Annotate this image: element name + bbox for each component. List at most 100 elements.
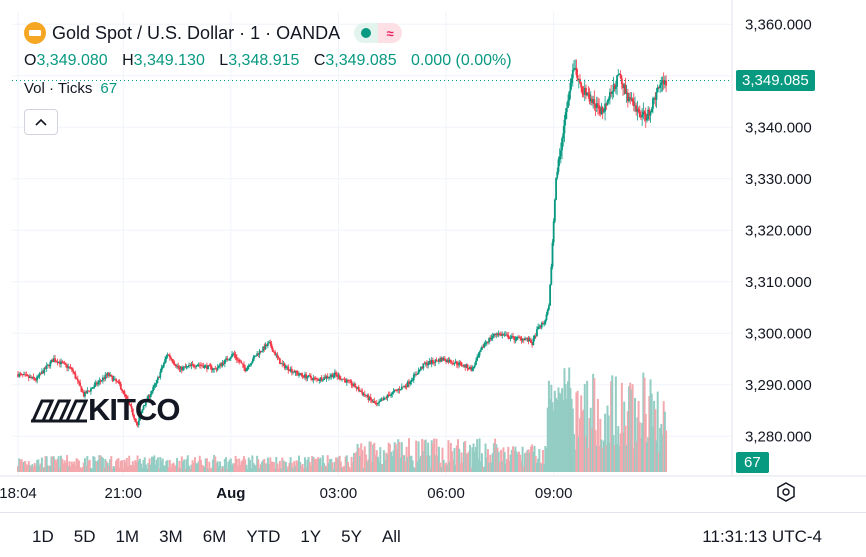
range-button-5y[interactable]: 5Y <box>341 527 362 546</box>
candle-body <box>137 420 140 426</box>
candle-body <box>642 111 645 115</box>
volume-bar <box>369 441 372 472</box>
volume-bar <box>313 458 316 472</box>
candle-body <box>470 366 473 371</box>
range-button-3m[interactable]: 3M <box>159 527 183 546</box>
candle-body <box>88 390 91 392</box>
volume-bar <box>602 440 605 472</box>
open-value: 3,349.080 <box>36 52 108 69</box>
data-delay-icon[interactable]: ≈ <box>378 23 403 43</box>
volume-bar <box>552 410 555 472</box>
candle-body <box>524 338 526 341</box>
range-button-1y[interactable]: 1Y <box>300 527 322 546</box>
volume-bar <box>500 449 503 472</box>
volume-bar <box>70 461 73 472</box>
candle-body <box>262 346 265 352</box>
candle-body <box>54 358 56 362</box>
volume-bar <box>514 446 517 472</box>
candle-body <box>471 367 474 371</box>
candle-body <box>420 367 422 370</box>
volume-bar <box>372 444 375 472</box>
collapse-legend-button[interactable] <box>24 109 58 135</box>
volume-bar <box>135 461 138 472</box>
candle-body <box>492 333 495 337</box>
volume-bar <box>211 459 214 472</box>
volume-bar <box>440 467 443 472</box>
candle-body <box>117 381 120 383</box>
candle-body <box>429 361 432 365</box>
candle-body <box>662 80 665 85</box>
candle-body <box>384 397 386 399</box>
chart-area[interactable]: 3,360.0003,350.0003,340.0003,330.0003,32… <box>0 0 866 510</box>
candle-body <box>153 385 156 388</box>
volume-bar <box>421 438 424 472</box>
candle-body <box>543 323 546 325</box>
candle-body <box>616 75 618 87</box>
candle-body <box>403 385 406 387</box>
price-chart[interactable]: 3,360.0003,350.0003,340.0003,330.0003,32… <box>0 0 866 510</box>
candle-body <box>259 351 262 352</box>
range-button-1m[interactable]: 1M <box>115 527 140 546</box>
volume-bar <box>112 466 115 472</box>
volume-bar <box>489 454 492 472</box>
candle-body <box>31 376 34 378</box>
candle-body <box>81 391 84 393</box>
volume-bar <box>391 456 394 472</box>
market-open-icon[interactable] <box>354 23 379 43</box>
candle-body <box>194 366 196 368</box>
candle-body <box>385 397 388 399</box>
candle-body <box>399 389 402 391</box>
range-button-ytd[interactable]: YTD <box>246 527 281 546</box>
candle-body <box>111 375 114 381</box>
candle-body <box>595 103 598 108</box>
gold-bars-icon[interactable] <box>24 22 46 44</box>
symbol-title[interactable]: Gold Spot / U.S. Dollar · 1 · OANDA <box>52 22 341 43</box>
candle-body <box>305 374 308 379</box>
volume-bar <box>339 461 342 472</box>
candle-body <box>357 387 360 391</box>
volume-bar <box>580 395 583 472</box>
volume-bar <box>648 395 651 472</box>
last-volume-badge: 67 <box>736 452 769 473</box>
volume-bar <box>214 456 217 472</box>
candle-body <box>356 387 359 389</box>
volume-bar <box>608 442 611 472</box>
candle-body <box>478 351 481 356</box>
volume-bar <box>491 453 494 472</box>
candle-body <box>302 375 305 378</box>
volume-bar <box>445 462 448 472</box>
candle-body <box>656 87 659 93</box>
volume-bar <box>443 464 446 472</box>
volume-bar <box>217 466 220 472</box>
candle-body <box>233 353 236 356</box>
candle-body <box>330 374 333 377</box>
volume-bar <box>449 443 452 472</box>
range-button-all[interactable]: All <box>381 527 401 546</box>
candle-body <box>553 199 556 222</box>
volume-bar <box>472 443 475 472</box>
volume-bar <box>355 451 358 472</box>
candle-body <box>270 343 273 349</box>
candle-body <box>530 339 532 343</box>
settings-icon[interactable] <box>776 482 796 502</box>
volume-bar <box>509 454 512 472</box>
volume-bar <box>92 456 95 472</box>
market-status-pills[interactable]: ≈ <box>354 23 403 43</box>
volume-bar <box>103 467 106 472</box>
range-button-5d[interactable]: 5D <box>73 527 96 546</box>
volume-bar <box>62 463 65 472</box>
volume-bar <box>578 418 581 472</box>
range-button-1d[interactable]: 1D <box>32 527 54 546</box>
y-tick-label: 3,320.000 <box>745 222 812 239</box>
range-button-6m[interactable]: 6M <box>202 527 227 546</box>
candle-body <box>325 376 328 379</box>
clock[interactable]: 11:31:13 UTC-4 <box>702 527 822 546</box>
volume-bar <box>386 454 389 472</box>
volume-bar <box>264 463 267 472</box>
volume-bar <box>586 380 589 472</box>
candle-body <box>60 361 62 365</box>
volume-bar <box>405 446 408 472</box>
last-price-badge: 3,349.085 <box>736 69 815 91</box>
candle-body <box>280 363 282 365</box>
volume-legend[interactable]: Vol · Ticks 67 <box>24 80 117 97</box>
